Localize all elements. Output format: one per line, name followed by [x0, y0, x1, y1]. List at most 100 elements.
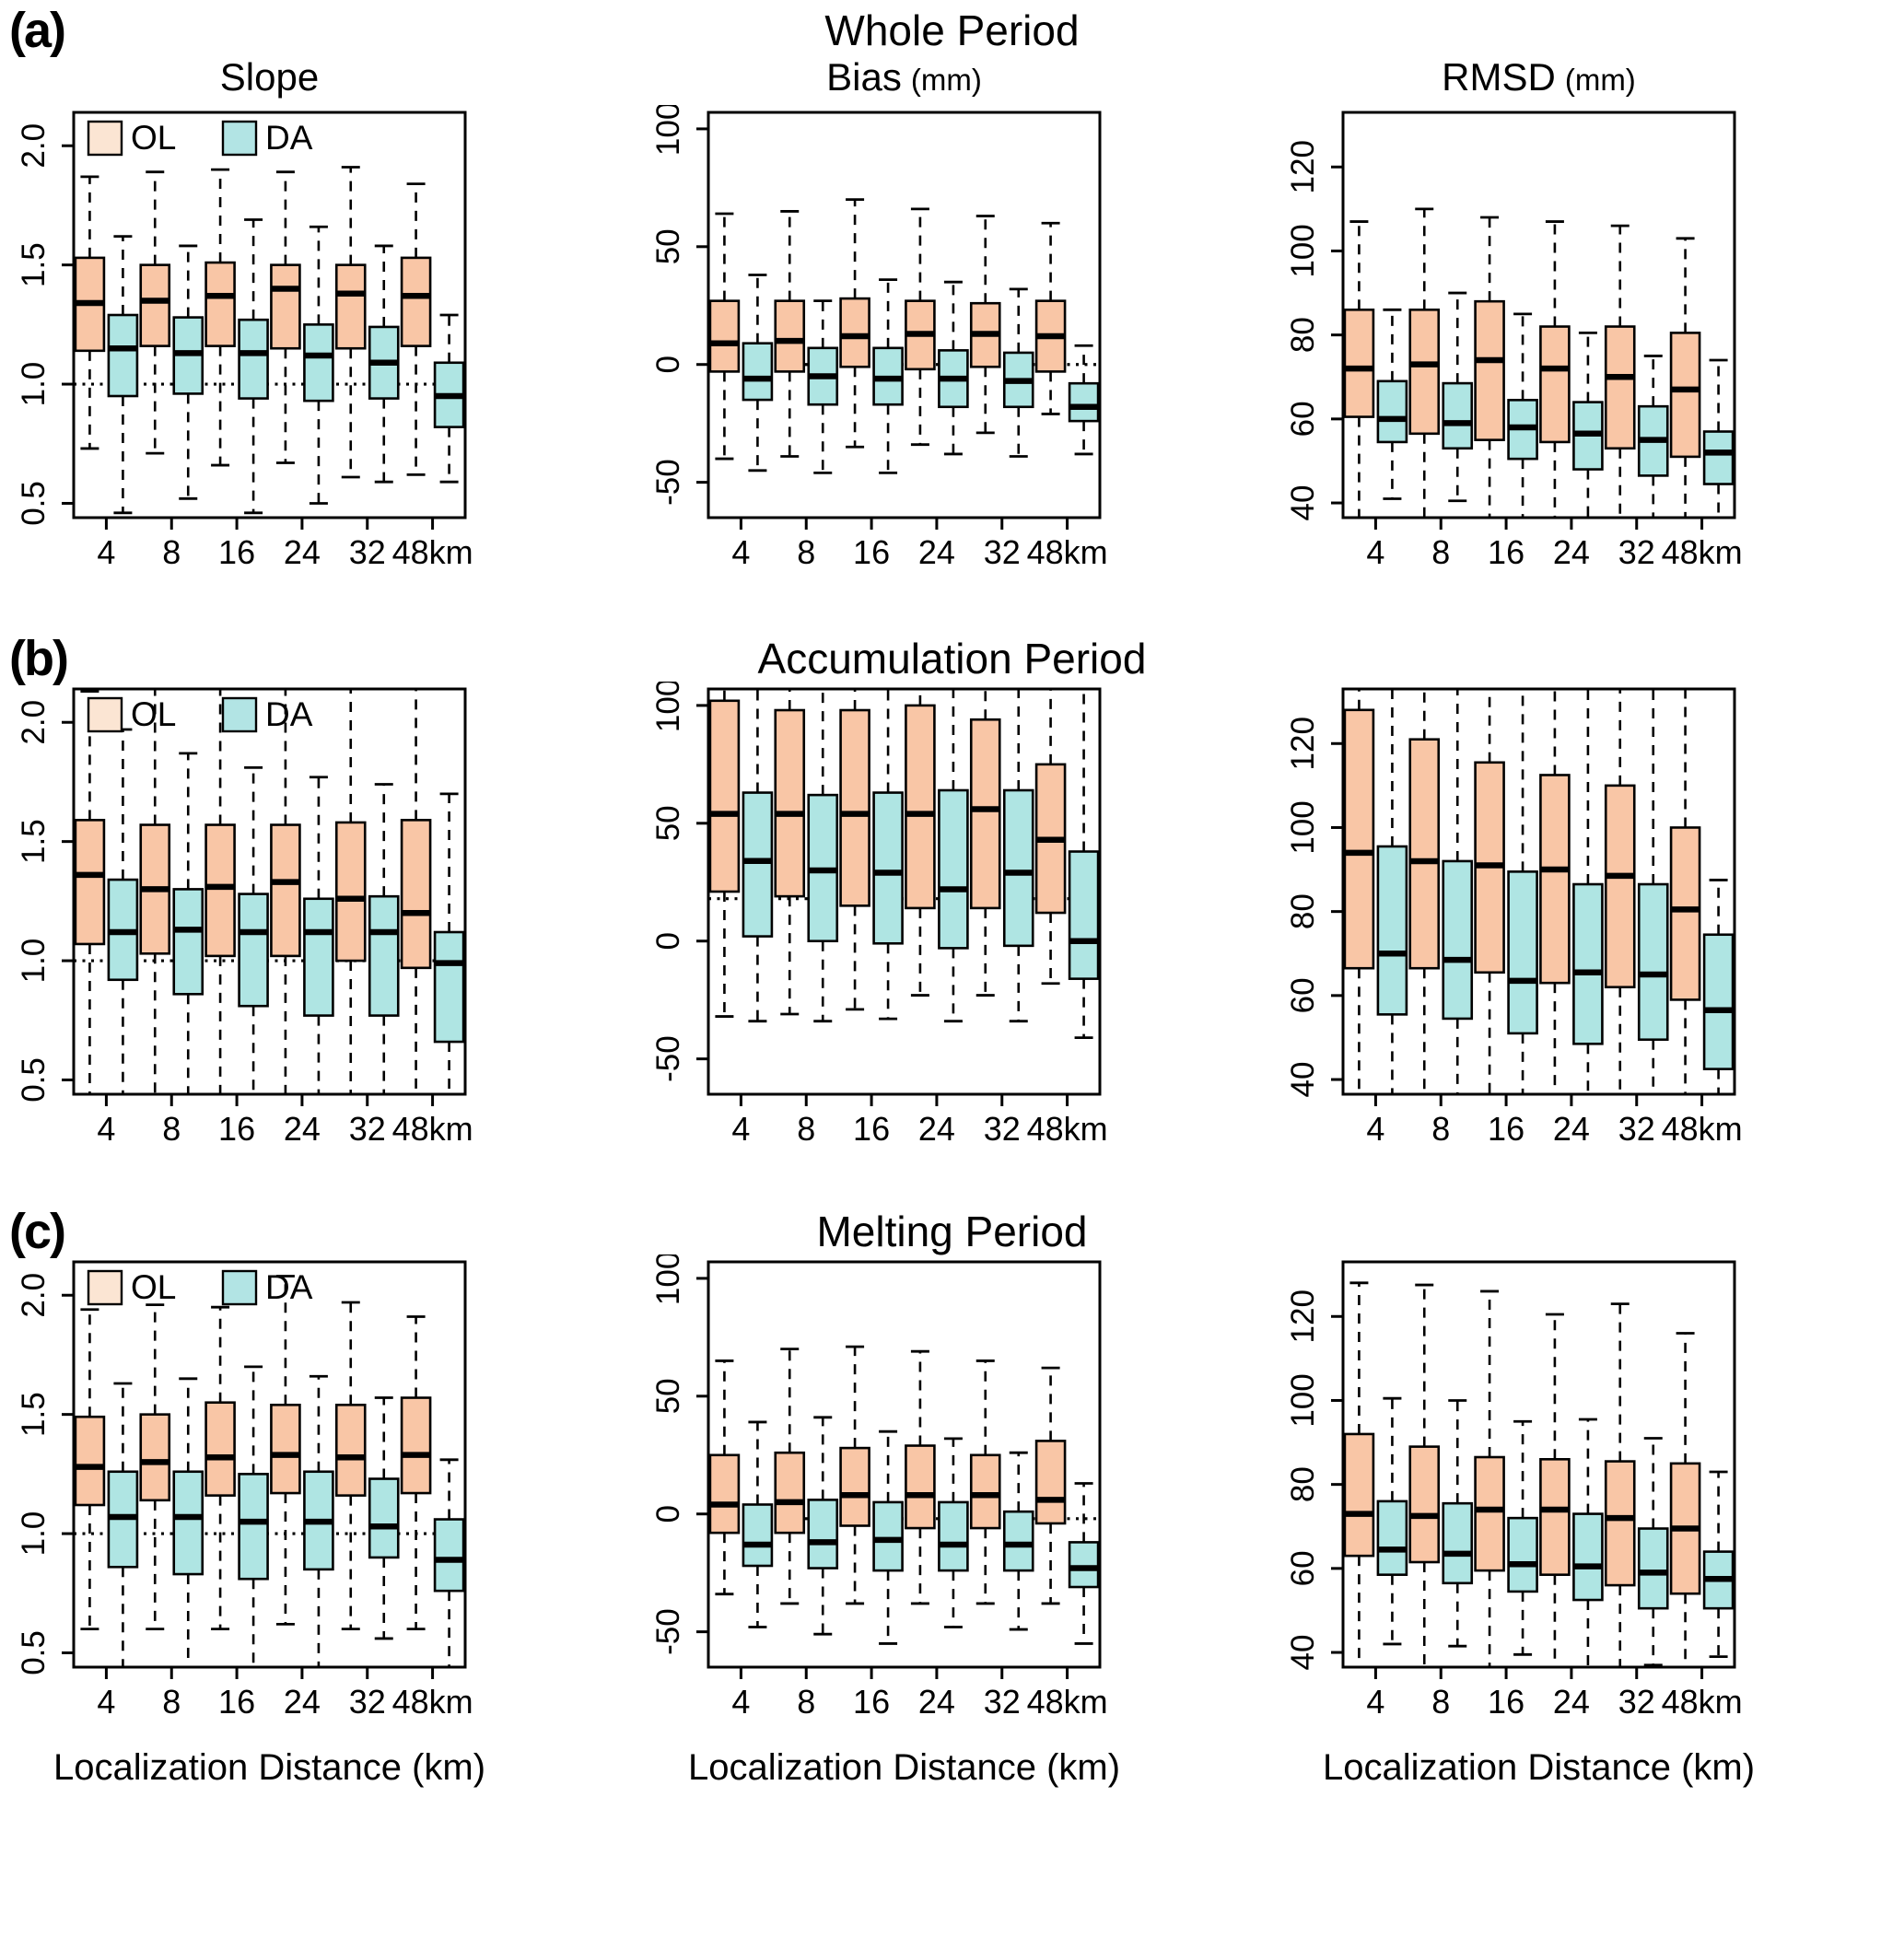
period-title-whole: Whole Period [824, 6, 1080, 54]
x-tick-label: 16 [853, 1683, 890, 1721]
box-group-ol-24 [1539, 220, 1571, 518]
panel-letter-a: (a) [9, 3, 66, 58]
box-ol [1343, 708, 1375, 970]
y-tick-label: 0 [650, 1505, 686, 1523]
box-ol [1343, 309, 1375, 418]
box-group-ol-8 [1408, 1283, 1441, 1667]
box-da [238, 318, 269, 400]
box-ol [139, 1413, 171, 1502]
plot-area [708, 198, 1100, 474]
box-group-da-4 [107, 1382, 139, 1667]
box-ol [1408, 738, 1441, 970]
box-group-ol-48km [1669, 237, 1701, 518]
box-group-ol-48km [1669, 689, 1701, 1094]
box-group-da-32 [1002, 1451, 1034, 1631]
box-ol [1034, 1440, 1067, 1525]
x-tick-label: 16 [1488, 1683, 1524, 1721]
box-da [433, 1518, 465, 1593]
box-group-da-16 [1507, 1419, 1538, 1656]
box-da [938, 788, 969, 950]
box-group-da-32 [1637, 1437, 1669, 1667]
box-ol [969, 1453, 1001, 1530]
y-tick-label: 2.0 [16, 700, 52, 745]
x-tick-label: 48km [1027, 533, 1108, 571]
box-ol [1343, 1432, 1375, 1558]
y-tick-label: 1.0 [16, 362, 52, 407]
x-tick-label: 48km [1662, 1110, 1743, 1148]
box-ol [1604, 1460, 1636, 1587]
x-tick-label: 32 [1618, 533, 1655, 571]
box-da [872, 1500, 904, 1572]
box-group-ol-8 [1408, 207, 1441, 518]
legend-swatch-da [221, 1269, 258, 1306]
x-tick-label: 4 [1366, 1683, 1384, 1721]
plot-area [74, 689, 465, 1094]
box-group-da-16 [238, 218, 269, 515]
title-unit: (mm) [910, 63, 982, 97]
x-tick-label: 24 [1553, 1683, 1590, 1721]
box-group-da-48km [1068, 344, 1100, 456]
y-tick-label: 100 [650, 1254, 686, 1305]
panel-letter-b: (b) [9, 631, 69, 686]
plot-area [1343, 689, 1735, 1094]
box-group-da-4 [1376, 689, 1408, 1094]
box-group-da-8 [1442, 291, 1474, 503]
box-da [1442, 381, 1474, 450]
boxplot-b-bias: -50 0 50 100 4 8 16 24 32 48km [650, 682, 1108, 1148]
panel-b-header: (b) Accumulation Period [0, 628, 1904, 686]
box-ol [1474, 299, 1505, 441]
x-tick-label: 8 [162, 1110, 181, 1148]
box-group-da-24 [303, 1374, 334, 1667]
subplot-title-slope: Slope [0, 53, 587, 105]
box-group-ol-4 [74, 690, 106, 1094]
x-tick-label: 16 [853, 533, 890, 571]
x-tick-label: 4 [1366, 1110, 1384, 1148]
y-tick-label: 100 [1285, 1373, 1321, 1427]
box-da [172, 1470, 204, 1576]
box-da [1572, 882, 1604, 1045]
box-da [1637, 1527, 1669, 1610]
plot-area [708, 1345, 1100, 1645]
boxplot-c-slope: 0.5 1.0 1.5 2.0 4 8 16 24 32 48km OL DA Localization… [16, 1260, 485, 1788]
box-group-da-16 [872, 1429, 904, 1645]
box-da [1702, 430, 1735, 485]
box-group-da-16 [1507, 312, 1538, 518]
box-group-da-24 [938, 1437, 969, 1628]
x-tick-label: 24 [1553, 533, 1590, 571]
box-group-da-16 [872, 689, 904, 1021]
box-da [303, 323, 334, 403]
title-text: Bias [826, 55, 902, 99]
box-da [1002, 1510, 1034, 1572]
box-group-da-8 [1442, 689, 1474, 1094]
y-tick-label: 0 [650, 932, 686, 950]
plot-area [74, 1275, 465, 1667]
box-ol [839, 297, 870, 368]
box-ol [1408, 1445, 1441, 1564]
box-ol [1604, 784, 1636, 989]
x-tick-label: 32 [1618, 1683, 1655, 1721]
boxplot-b-slope: 0.5 1.0 1.5 2.0 4 8 16 24 32 48km OL DA [16, 687, 473, 1148]
box-ol [1539, 325, 1571, 444]
box-ol [1669, 332, 1701, 459]
box-da [303, 897, 334, 1017]
y-tick-label: 60 [1285, 1550, 1321, 1586]
box-ol [1539, 774, 1571, 985]
box-group-da-4 [742, 274, 774, 473]
box-group-da-48km [1068, 1482, 1100, 1645]
box-ol [708, 1453, 741, 1534]
legend-swatch-ol [87, 696, 123, 733]
box-ol [969, 718, 1001, 910]
x-tick-label: 24 [918, 1110, 955, 1148]
x-tick-label: 8 [1431, 1683, 1450, 1721]
box-ol [774, 708, 806, 898]
box-ol [708, 299, 741, 373]
box-group-ol-32 [334, 689, 367, 1094]
x-tick-label: 24 [284, 1110, 321, 1148]
y-tick-label: 40 [1285, 485, 1321, 521]
box-group-ol-32 [334, 1301, 367, 1630]
plot-border [72, 111, 467, 519]
box-da [742, 1503, 774, 1568]
box-group-ol-32 [969, 1359, 1001, 1605]
box-group-ol-4 [1343, 689, 1375, 1094]
plot-area [1343, 207, 1735, 518]
